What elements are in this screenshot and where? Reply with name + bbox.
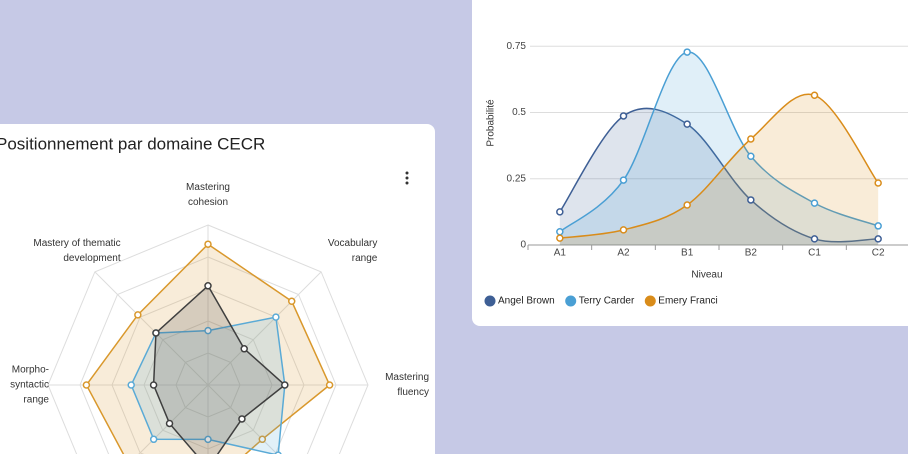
- series-area: [152, 284, 286, 454]
- data-point: [204, 282, 212, 290]
- legend-swatch: [644, 295, 656, 307]
- x-tick-label: A1: [554, 248, 567, 259]
- y-tick-label: 0.5: [512, 107, 526, 118]
- data-point: [204, 326, 212, 335]
- axis-label: Mastery of thematic development: [33, 237, 121, 264]
- axis-label: Morpho-syntactic range: [10, 364, 49, 406]
- data-point: [556, 234, 564, 242]
- data-point: [619, 226, 628, 234]
- data-point: [683, 201, 691, 209]
- series-area: [559, 108, 879, 245]
- line-chart: Probabilité Niveau 0 0.25 0.5 0.75 A1 A2 B1 B2 C…: [484, 41, 908, 307]
- axis-label: Mastering cohesion: [186, 182, 230, 208]
- data-point: [619, 112, 628, 120]
- legend-swatch: [484, 295, 496, 307]
- series-area: [559, 51, 879, 246]
- data-point: [747, 135, 755, 143]
- data-point: [240, 345, 248, 353]
- legend-label: Emery Franci: [658, 296, 717, 307]
- data-point: [204, 435, 212, 444]
- data-point: [810, 235, 819, 243]
- data-point: [810, 199, 819, 207]
- spoke: [94, 271, 209, 386]
- data-point: [149, 435, 158, 444]
- data-point: [556, 208, 564, 216]
- data-point: [134, 311, 142, 319]
- data-point: [747, 196, 755, 204]
- data-point: [810, 91, 819, 100]
- y-tick-label: 0: [520, 240, 526, 251]
- x-tick-label: C2: [872, 248, 885, 259]
- grid-ring: [47, 224, 369, 454]
- grid-ring: [111, 288, 305, 454]
- data-point: [272, 313, 280, 321]
- data-point: [165, 419, 174, 428]
- series-area: [559, 94, 879, 245]
- data-point: [683, 120, 691, 128]
- data-point: [747, 152, 755, 160]
- data-point: [281, 381, 289, 389]
- y-tick-label: 0.25: [507, 173, 527, 184]
- axis-label: Mastering fluency: [385, 372, 429, 398]
- x-tick-label: B2: [745, 248, 758, 259]
- chart-title: Positionnement par domaine CECR: [0, 134, 265, 153]
- data-point: [127, 381, 135, 389]
- y-tick-label: 0.75: [507, 41, 527, 52]
- data-point: [683, 48, 691, 56]
- data-point: [874, 179, 882, 187]
- x-axis-label: Niveau: [691, 270, 722, 281]
- data-point: [874, 235, 882, 243]
- legend-label: Angel Brown: [498, 296, 555, 307]
- x-tick-label: B1: [681, 248, 694, 259]
- data-point: [325, 381, 334, 389]
- radar-chart: Positionnement par domaine CECR: [0, 134, 409, 454]
- data-point: [287, 297, 296, 306]
- data-point: [82, 381, 91, 389]
- spoke: [207, 271, 322, 386]
- data-point: [204, 240, 212, 248]
- legend-swatch: [565, 295, 577, 307]
- data-point: [874, 222, 882, 230]
- data-point: [258, 435, 267, 444]
- x-tick-label: A2: [617, 248, 630, 259]
- series-area: [85, 243, 331, 454]
- data-point: [556, 228, 564, 236]
- data-point: [149, 381, 158, 389]
- data-point: [619, 176, 628, 184]
- y-axis-label: Probabilité: [486, 99, 497, 147]
- axis-label: Vocabulary range: [327, 237, 378, 264]
- legend-label: Terry Carder: [579, 296, 635, 307]
- menu-button[interactable]: [405, 171, 409, 185]
- data-point: [152, 329, 160, 337]
- data-point: [238, 415, 246, 423]
- x-tick-label: C1: [808, 248, 821, 259]
- grid-ring: [79, 256, 337, 454]
